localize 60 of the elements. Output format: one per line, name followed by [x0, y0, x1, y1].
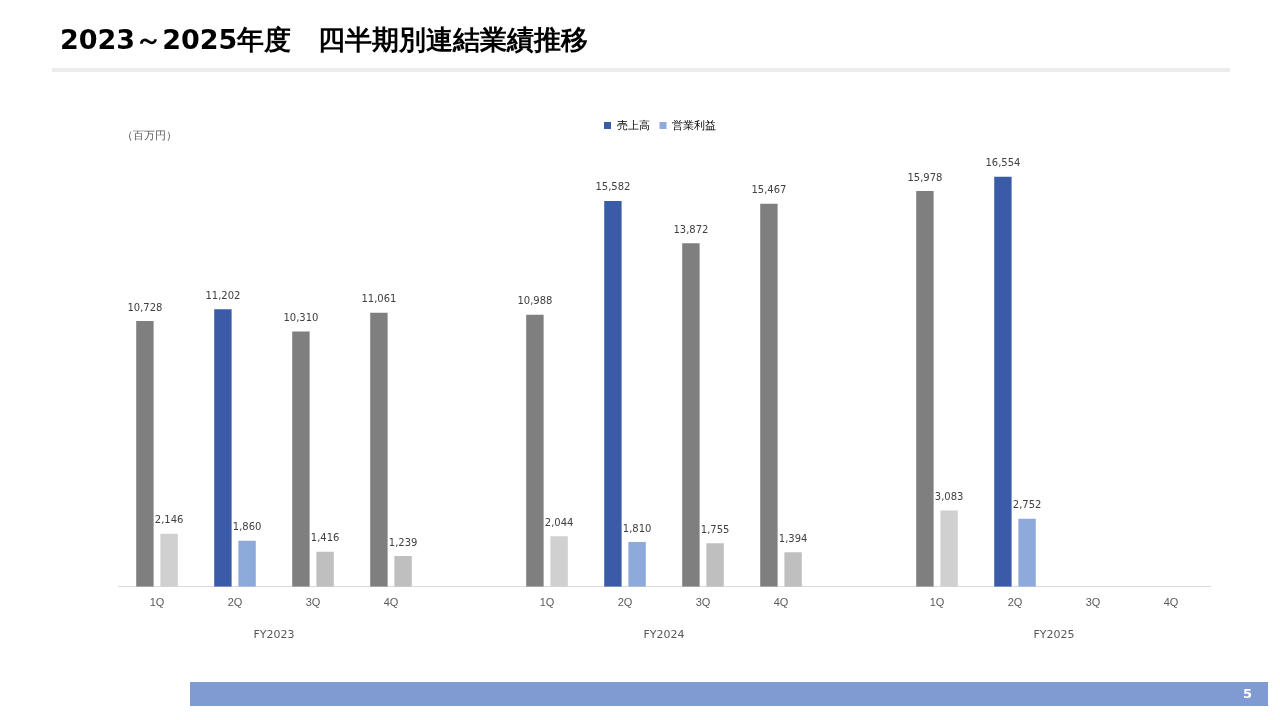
x-tick-label: 1Q [539, 596, 555, 609]
text: FY2023 [253, 628, 295, 642]
data-label: 13,872 [673, 223, 709, 235]
text: FY2024 [643, 628, 685, 642]
bar [394, 556, 412, 587]
text: 5 [1243, 686, 1253, 701]
data-label: 1,860 [232, 521, 262, 533]
data-label: 2,146 [154, 514, 184, 526]
bar [316, 551, 334, 587]
bar [1018, 518, 1036, 587]
bar [550, 536, 568, 587]
data-label: 2,752 [1012, 499, 1042, 511]
bar [214, 309, 232, 587]
data-label: 15,978 [907, 171, 943, 183]
chart-title: 2023～2025年度 四半期別連結業績推移 [60, 23, 589, 57]
x-tick-label: 2Q [617, 596, 633, 609]
x-tick-label: 4Q [383, 596, 399, 609]
text: FY2025 [1033, 628, 1075, 642]
bar [526, 314, 544, 587]
bar [136, 321, 154, 587]
x-tick-label: 3Q [1085, 596, 1101, 609]
data-label: 10,728 [127, 301, 163, 313]
data-label: 15,467 [751, 184, 787, 196]
bar [682, 243, 700, 587]
bar [238, 540, 256, 587]
bar [292, 331, 310, 587]
data-label: 11,202 [205, 289, 241, 301]
x-tick-label: 4Q [1163, 596, 1179, 609]
x-tick-label: 1Q [929, 596, 945, 609]
x-tick-label: 2Q [1007, 596, 1023, 609]
x-tick-label: 3Q [305, 596, 321, 609]
x-tick-label: 3Q [695, 596, 711, 609]
data-label: 1,810 [622, 522, 652, 534]
data-label: 1,239 [388, 536, 418, 548]
data-label: 1,755 [700, 523, 730, 535]
data-label: 10,310 [283, 312, 319, 324]
bar [916, 191, 934, 587]
data-label: 2,044 [544, 516, 574, 528]
data-label: 15,582 [595, 181, 631, 193]
bar [760, 203, 778, 587]
x-tick-label: 2Q [227, 596, 243, 609]
legend-label: 営業利益 [672, 118, 716, 131]
bar [994, 176, 1012, 587]
bar [370, 312, 388, 587]
bar [604, 200, 622, 587]
data-label: 11,061 [361, 293, 397, 305]
y-axis-title: （百万円） [122, 128, 177, 143]
bar [784, 552, 802, 587]
bar [628, 541, 646, 587]
data-label: 10,988 [517, 295, 553, 307]
x-tick-label: 4Q [773, 596, 789, 609]
bar [160, 533, 178, 587]
bar [940, 510, 958, 587]
x-tick-label: 1Q [149, 596, 165, 609]
data-label: 1,416 [310, 532, 340, 544]
data-label: 3,083 [934, 491, 964, 503]
legend-label: 売上高 [616, 118, 650, 131]
data-label: 16,554 [985, 157, 1021, 169]
bar [706, 543, 724, 587]
data-label: 1,394 [778, 532, 808, 544]
